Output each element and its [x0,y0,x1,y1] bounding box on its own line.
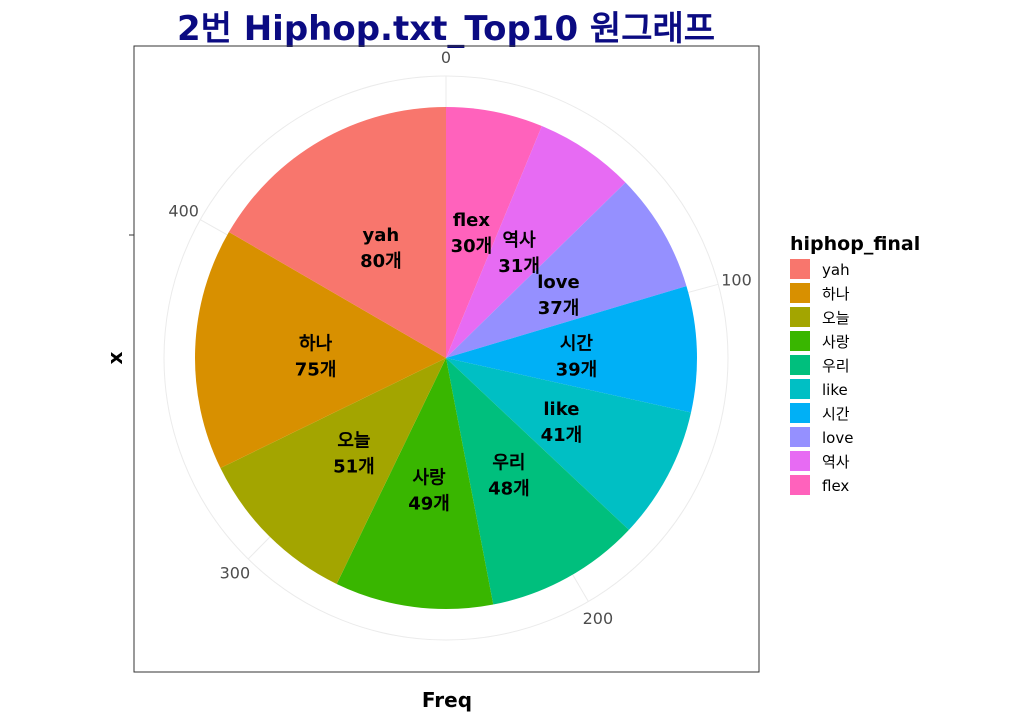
slice-love [446,182,687,358]
panel-border [133,45,760,673]
legend-title: hiphop_final [790,233,920,255]
legend-swatch-오늘 [790,307,810,327]
slice-yah [228,106,446,358]
legend-label-하나: 하나 [822,285,850,303]
legend-label-우리: 우리 [822,357,850,375]
slice-label-yah: yah [363,225,400,246]
angle-tick-label: 0 [441,48,451,67]
legend-swatch-역사 [790,451,810,471]
slice-label-오늘: 오늘 [337,430,370,451]
slice-value-우리: 48개 [488,478,530,499]
slice-label-love: love [537,272,579,293]
legend-label-역사: 역사 [822,453,850,471]
slice-value-시간: 39개 [556,359,598,380]
x-axis-title: Freq [422,688,472,712]
slice-label-flex: flex [453,210,491,231]
angle-tick-label: 300 [220,564,251,583]
legend-label-flex: flex [822,477,849,495]
slice-value-역사: 31개 [498,256,540,277]
slice-value-오늘: 51개 [333,456,375,477]
chart-title: 2번 Hiphop.txt_Top10 원그래프 [177,9,715,49]
slice-value-flex: 30개 [451,236,493,257]
slice-오늘 [220,358,446,584]
slice-label-시간: 시간 [560,333,594,354]
legend-swatch-yah [790,259,810,279]
angle-tick-label: 100 [721,270,752,289]
slice-value-like: 41개 [541,425,583,446]
slice-label-하나: 하나 [299,333,333,354]
angle-ticks: 0 100 200 300 400 [168,48,751,628]
slice-flex [446,107,542,358]
legend-label-오늘: 오늘 [822,309,850,327]
slice-역사 [446,126,626,358]
slice-시간 [446,286,698,413]
legend-swatch-사랑 [790,331,810,351]
legend-swatch-시간 [790,403,810,423]
legend-swatch-하나 [790,283,810,303]
slice-value-yah: 80개 [360,251,402,272]
slice-우리 [446,358,629,605]
slice-label-우리: 우리 [492,452,525,473]
legend-swatch-like [790,379,810,399]
legend-swatch-love [790,427,810,447]
legend-label-yah: yah [822,261,850,279]
pie-slices [195,106,698,610]
legend-label-like: like [822,381,848,399]
slice-하나 [195,232,446,469]
slice-value-하나: 75개 [295,359,337,380]
slice-label-like: like [543,399,579,420]
legend-swatch-flex [790,475,810,495]
legend-label-love: love [822,429,853,447]
legend-label-시간: 시간 [822,405,850,423]
legend-swatch-우리 [790,355,810,375]
angle-tick-label: 200 [583,609,614,628]
legend-label-사랑: 사랑 [822,333,850,351]
angle-tick-label: 400 [168,201,199,220]
slice-value-사랑: 49개 [408,493,450,514]
y-axis-title: x [103,351,127,364]
slice-label-역사: 역사 [503,230,537,251]
slice-like [446,358,692,530]
slice-value-love: 37개 [538,298,580,319]
slice-사랑 [336,358,494,610]
slice-label-사랑: 사랑 [412,467,446,488]
